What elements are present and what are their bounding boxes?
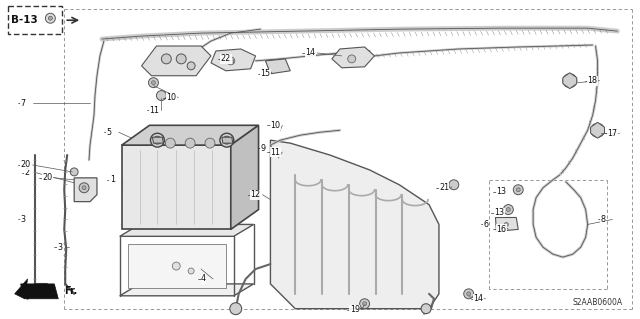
Bar [8, 6, 62, 34]
Circle shape [227, 57, 235, 65]
Text: 7: 7 [20, 99, 26, 108]
Circle shape [176, 54, 186, 64]
Circle shape [79, 183, 89, 193]
Polygon shape [495, 218, 518, 231]
Text: 2: 2 [24, 168, 29, 177]
Circle shape [148, 78, 159, 88]
Circle shape [172, 262, 180, 270]
Polygon shape [120, 225, 253, 236]
Text: 13: 13 [497, 187, 506, 196]
Text: 12: 12 [251, 190, 260, 199]
Circle shape [501, 219, 511, 229]
Polygon shape [332, 47, 374, 68]
Text: 4: 4 [201, 274, 206, 284]
Text: 22: 22 [221, 54, 231, 63]
Text: 15: 15 [260, 69, 271, 78]
Circle shape [230, 303, 242, 315]
Polygon shape [231, 125, 259, 229]
Text: 20: 20 [20, 160, 31, 169]
Polygon shape [122, 145, 231, 229]
Text: 8: 8 [600, 215, 605, 224]
Circle shape [82, 186, 86, 190]
Circle shape [467, 292, 470, 296]
Circle shape [220, 133, 234, 147]
Circle shape [156, 91, 166, 100]
Circle shape [464, 289, 474, 299]
Polygon shape [20, 284, 58, 299]
Circle shape [70, 168, 78, 176]
Polygon shape [122, 125, 259, 145]
Circle shape [45, 13, 55, 23]
Text: Fr.: Fr. [64, 286, 77, 296]
Circle shape [49, 16, 52, 20]
Polygon shape [152, 137, 163, 143]
Circle shape [449, 180, 459, 190]
Circle shape [513, 185, 524, 195]
Text: S2AAB0600A: S2AAB0600A [572, 298, 622, 307]
Polygon shape [74, 178, 97, 202]
Circle shape [152, 81, 156, 85]
Circle shape [150, 133, 164, 147]
Polygon shape [563, 73, 577, 89]
Text: 17: 17 [607, 129, 618, 138]
Text: 5: 5 [107, 128, 112, 137]
Circle shape [363, 302, 367, 306]
Text: 20: 20 [42, 173, 52, 182]
Circle shape [591, 123, 605, 137]
Text: 9: 9 [260, 144, 266, 152]
Polygon shape [141, 46, 211, 76]
Polygon shape [128, 244, 226, 288]
Text: 18: 18 [588, 76, 598, 85]
Polygon shape [120, 284, 253, 296]
Text: 10: 10 [271, 121, 280, 130]
Circle shape [504, 204, 513, 214]
Text: 14: 14 [305, 48, 315, 57]
Circle shape [504, 222, 508, 226]
Polygon shape [271, 140, 439, 309]
Text: B-13: B-13 [11, 15, 38, 25]
Text: 3: 3 [20, 215, 26, 224]
Text: 19: 19 [349, 305, 360, 314]
Text: 14: 14 [474, 294, 484, 303]
Text: 11: 11 [150, 106, 159, 115]
Circle shape [421, 304, 431, 314]
Text: 16: 16 [497, 225, 506, 234]
Circle shape [348, 55, 356, 63]
Text: 11: 11 [271, 148, 280, 157]
Polygon shape [266, 59, 291, 74]
Text: 13: 13 [495, 208, 504, 217]
Circle shape [506, 208, 510, 211]
Circle shape [165, 138, 175, 148]
Polygon shape [222, 137, 233, 143]
Text: 21: 21 [439, 183, 449, 192]
Text: 3: 3 [58, 243, 62, 252]
Text: 10: 10 [166, 93, 177, 102]
Circle shape [161, 54, 172, 64]
Text: 1: 1 [110, 175, 115, 184]
Circle shape [188, 268, 194, 274]
Circle shape [205, 138, 215, 148]
Circle shape [223, 136, 231, 144]
Circle shape [185, 138, 195, 148]
Circle shape [187, 62, 195, 70]
Circle shape [154, 136, 161, 144]
Circle shape [516, 188, 520, 192]
Text: 6: 6 [484, 220, 488, 229]
Circle shape [563, 74, 577, 88]
Circle shape [360, 299, 369, 309]
Polygon shape [15, 279, 28, 299]
Polygon shape [211, 49, 255, 71]
Polygon shape [591, 122, 605, 138]
